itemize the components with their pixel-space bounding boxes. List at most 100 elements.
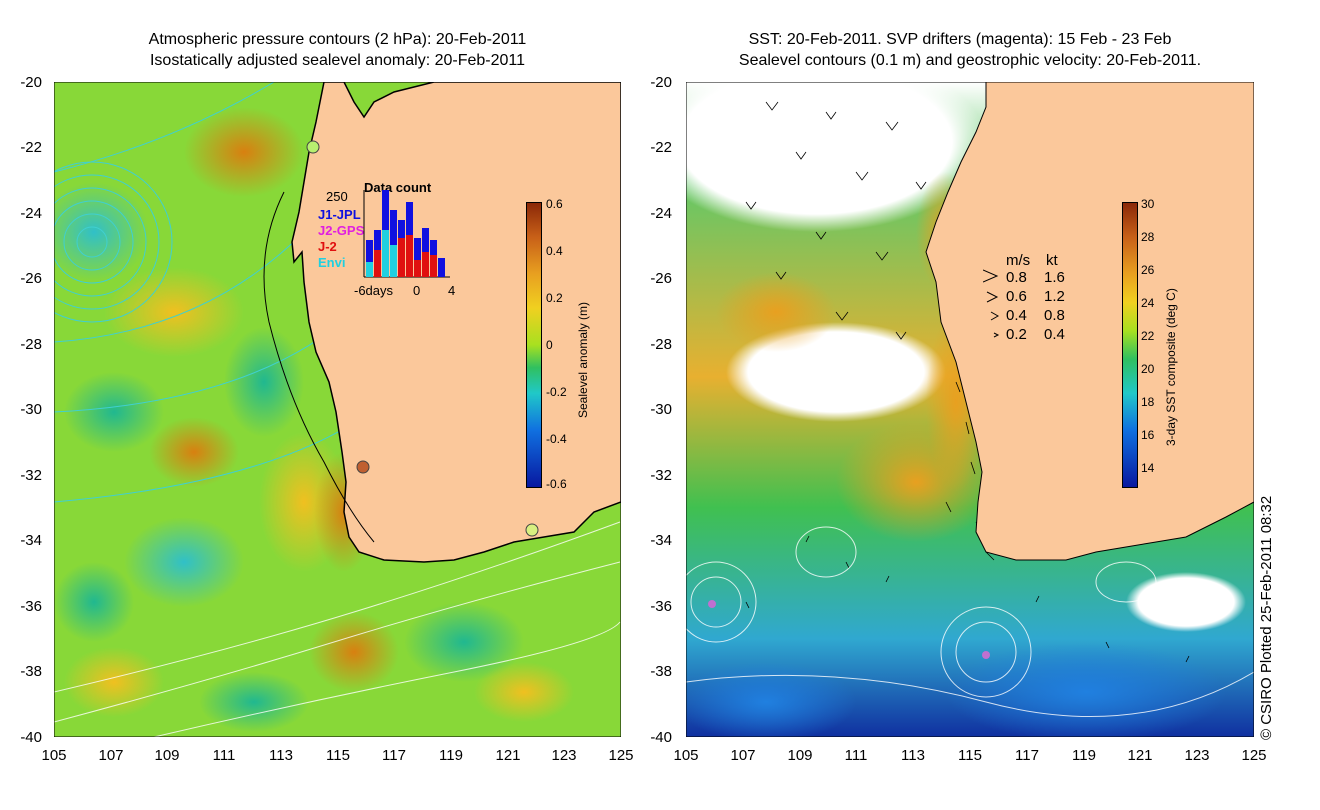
left-lon-tick: 123 (551, 747, 577, 764)
right-colorbar (1122, 202, 1138, 488)
inset-legend-2: J-2 (318, 239, 337, 254)
left-lat-tick: -32 (20, 467, 42, 484)
right-cb-tick-6: 18 (1141, 395, 1155, 409)
svp-drifter-marker (982, 651, 990, 659)
left-cb-tick-6: -0.6 (546, 477, 567, 491)
right-sealevel-contours (686, 526, 1254, 718)
left-lat-tick: -28 (20, 336, 42, 353)
speed-header-kt: kt (1046, 252, 1058, 269)
right-lat-tick: -22 (650, 139, 672, 156)
right-cb-tick-4: 22 (1141, 329, 1155, 343)
right-lat-tick: -40 (650, 729, 672, 746)
right-lat-tick: -36 (650, 598, 672, 615)
left-lat-tick: -26 (20, 270, 42, 287)
right-cb-tick-3: 24 (1141, 296, 1155, 310)
inset-xtick-0: -6days (354, 283, 394, 298)
left-cb-tick-3: 0 (546, 338, 553, 352)
tide-gauge-marker (356, 460, 370, 474)
right-lon-tick: 109 (787, 747, 813, 764)
right-lon-tick: 113 (901, 747, 925, 764)
left-lat-tick: -36 (20, 598, 42, 615)
left-lat-tick: -34 (20, 532, 42, 549)
right-lat-tick: -30 (650, 401, 672, 418)
left-lon-tick: 113 (269, 747, 293, 764)
speed-row-3-ms: 0.2 (1006, 326, 1027, 343)
inset-ymax: 250 (326, 189, 348, 204)
right-sst-features (686, 82, 1246, 737)
right-cb-tick-8: 14 (1141, 461, 1155, 475)
speed-arrow-0.2 (993, 332, 1000, 338)
speed-header-ms: m/s (1006, 252, 1031, 269)
left-lon-tick: 117 (382, 747, 406, 764)
copyright-note: © CSIRO Plotted 25-Feb-2011 08:32 (1258, 495, 1275, 740)
left-lat-tick: -22 (20, 139, 42, 156)
inset-histogram (363, 190, 450, 278)
right-lat-tick: -26 (650, 270, 672, 287)
left-lon-tick: 125 (608, 747, 634, 764)
right-cb-tick-1: 28 (1141, 230, 1155, 244)
speed-legend-arrows (983, 269, 1000, 338)
tide-gauge-marker (306, 140, 320, 154)
left-lat-tick: -24 (20, 205, 42, 222)
right-lon-tick: 119 (1072, 747, 1096, 764)
speed-arrow-0.8 (983, 269, 999, 283)
speed-row-0-ms: 0.8 (1006, 269, 1027, 286)
right-cb-tick-5: 20 (1141, 362, 1155, 376)
right-cb-tick-7: 16 (1141, 428, 1155, 442)
left-cb-tick-5: -0.4 (546, 432, 567, 446)
left-title-line2: Isostatically adjusted sealevel anomaly:… (149, 52, 526, 69)
left-lon-tick: 107 (98, 747, 124, 764)
right-cb-tick-2: 26 (1141, 263, 1155, 277)
left-lat-tick: -30 (20, 401, 42, 418)
speed-row-1-ms: 0.6 (1006, 288, 1027, 305)
right-lon-tick: 117 (1015, 747, 1039, 764)
right-lat-tick: -34 (650, 532, 672, 549)
right-lat-tick: -24 (650, 205, 672, 222)
right-lon-tick: 121 (1127, 747, 1153, 764)
inset-bars (366, 190, 445, 277)
speed-arrow-0.6 (986, 291, 999, 303)
svp-drifter-marker (708, 600, 716, 608)
right-lon-tick: 123 (1184, 747, 1210, 764)
right-cb-tick-0: 30 (1141, 197, 1155, 211)
right-lat-tick: -32 (650, 467, 672, 484)
left-title-line1: Atmospheric pressure contours (2 hPa): 2… (148, 31, 527, 48)
left-lon-tick: 115 (326, 747, 350, 764)
inset-xtick-1: 0 (413, 283, 421, 298)
left-cb-tick-1: 0.4 (546, 244, 563, 258)
right-sst-map (686, 82, 1254, 737)
speed-arrow-0.4 (990, 311, 1000, 321)
left-cb-label: Sealevel anomaly (m) (576, 301, 590, 418)
speed-row-0-kt: 1.6 (1044, 269, 1065, 286)
right-title-line2: Sealevel contours (0.1 m) and geostrophi… (738, 52, 1202, 69)
left-lon-tick: 119 (439, 747, 463, 764)
right-cb-label: 3-day SST composite (deg C) (1164, 288, 1178, 446)
inset-legend-3: Envi (318, 255, 346, 270)
left-shelf-contour (263, 191, 375, 543)
tide-gauge-marker (525, 523, 539, 537)
right-lat-tick: -38 (650, 663, 672, 680)
left-lon-tick: 105 (41, 747, 67, 764)
left-lat-tick: -40 (20, 729, 42, 746)
right-land-australia (925, 82, 1254, 561)
right-lon-tick: 115 (958, 747, 982, 764)
left-cb-tick-2: 0.2 (546, 291, 563, 305)
left-sealevel-contours (54, 521, 621, 737)
speed-row-2-ms: 0.4 (1006, 307, 1027, 324)
speed-row-1-kt: 1.2 (1044, 288, 1065, 305)
right-lat-tick: -20 (650, 74, 672, 91)
left-cb-tick-0: 0.6 (546, 197, 563, 211)
left-lat-tick: -38 (20, 663, 42, 680)
right-lon-tick: 105 (673, 747, 699, 764)
left-cb-tick-4: -0.2 (546, 385, 567, 399)
inset-legend-0: J1-JPL (318, 207, 361, 222)
right-title-line1: SST: 20-Feb-2011. SVP drifters (magenta)… (748, 31, 1172, 48)
right-velocity-arrows (745, 101, 1190, 663)
inset-xtick-2: 4 (448, 283, 456, 298)
left-lon-tick: 109 (154, 747, 180, 764)
speed-row-3-kt: 0.4 (1044, 326, 1065, 343)
inset-legend-1: J2-GPS (318, 223, 365, 238)
right-lat-tick: -28 (650, 336, 672, 353)
left-lat-tick: -20 (20, 74, 42, 91)
left-colorbar (526, 202, 542, 488)
